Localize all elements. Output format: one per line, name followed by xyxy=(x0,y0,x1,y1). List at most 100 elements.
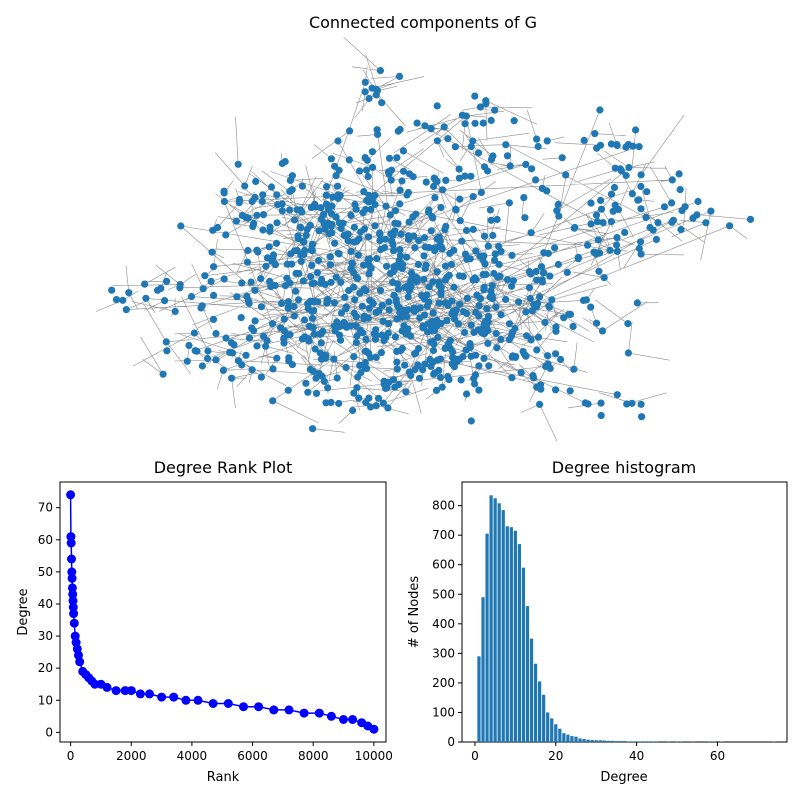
network-node xyxy=(122,306,130,314)
network-node xyxy=(395,303,403,311)
network-node xyxy=(434,333,442,341)
network-node xyxy=(210,291,218,299)
network-node xyxy=(316,349,324,357)
network-node xyxy=(283,274,291,282)
network-node xyxy=(233,293,241,301)
network-node xyxy=(302,231,310,239)
network-node xyxy=(652,235,661,243)
network-node xyxy=(407,371,415,379)
network-node xyxy=(429,278,437,286)
network-node xyxy=(384,320,393,328)
rank-xlabel: Rank xyxy=(207,770,240,785)
network-node xyxy=(373,254,381,263)
network-node xyxy=(220,187,228,195)
network-node xyxy=(471,119,479,127)
network-node xyxy=(290,302,298,311)
network-node xyxy=(562,171,570,179)
network-node xyxy=(534,142,542,151)
network-node xyxy=(337,309,346,317)
hist-bar xyxy=(614,741,619,742)
network-node xyxy=(533,346,541,354)
network-node xyxy=(474,149,483,157)
rank-point xyxy=(111,686,121,696)
network-node xyxy=(203,354,212,363)
network-node xyxy=(642,213,650,221)
network-node xyxy=(694,197,702,206)
network-node xyxy=(280,327,289,335)
network-node xyxy=(208,248,216,256)
rank-point xyxy=(67,583,77,593)
network-node xyxy=(322,219,330,228)
network-node xyxy=(396,186,404,194)
network-node xyxy=(376,229,384,237)
network-node xyxy=(294,296,303,304)
network-node xyxy=(296,224,305,232)
network-node xyxy=(434,356,442,364)
network-node xyxy=(378,331,386,339)
network-node xyxy=(280,334,288,342)
network-node xyxy=(625,164,633,172)
network-node xyxy=(171,307,179,315)
network-node xyxy=(607,140,616,148)
network-node xyxy=(497,335,505,344)
network-node xyxy=(406,277,415,285)
hist-xtick-label: 0 xyxy=(471,749,479,763)
network-node xyxy=(425,283,433,291)
rank-point xyxy=(314,708,324,718)
network-node xyxy=(419,366,427,374)
network-node xyxy=(266,277,274,285)
network-node xyxy=(361,358,369,367)
hist-bar xyxy=(578,738,582,742)
network-node xyxy=(367,205,375,213)
network-node xyxy=(259,211,268,219)
network-node xyxy=(507,332,516,340)
network-node xyxy=(344,230,352,238)
network-node xyxy=(364,233,373,241)
network-node xyxy=(570,365,578,373)
network-node xyxy=(410,307,418,316)
network-node xyxy=(502,141,510,149)
network-node xyxy=(654,219,662,227)
network-node xyxy=(278,159,286,168)
network-node xyxy=(357,368,365,377)
network-node xyxy=(622,143,630,151)
network-node xyxy=(522,352,530,360)
network-node xyxy=(327,398,335,406)
network-node xyxy=(471,380,479,388)
network-node xyxy=(393,365,401,373)
rank-point xyxy=(66,532,76,542)
network-node xyxy=(502,295,510,303)
network-node xyxy=(593,218,602,226)
hist-bar xyxy=(509,527,513,742)
hist-bar xyxy=(525,606,530,742)
network-node xyxy=(422,261,430,269)
network-node xyxy=(392,207,400,215)
network-node xyxy=(570,224,578,232)
network-node xyxy=(251,286,259,294)
network-node xyxy=(420,275,428,283)
network-node xyxy=(268,320,277,328)
network-node xyxy=(463,390,471,398)
network-node xyxy=(420,252,428,260)
network-node xyxy=(505,320,513,328)
network-node xyxy=(613,247,621,255)
network-node xyxy=(493,344,501,352)
network-node xyxy=(420,234,429,242)
network-node xyxy=(361,78,369,86)
network-node xyxy=(637,171,645,179)
network-node xyxy=(558,154,566,162)
network-node xyxy=(436,237,444,245)
network-node xyxy=(305,337,313,345)
network-node xyxy=(204,347,212,355)
network-node xyxy=(251,193,259,201)
network-node xyxy=(222,334,230,342)
network-node xyxy=(307,273,315,281)
network-node xyxy=(467,417,475,425)
network-node xyxy=(220,197,228,206)
network-node xyxy=(385,154,394,162)
network-node xyxy=(396,252,404,260)
hist-bar xyxy=(582,739,586,742)
network-node xyxy=(543,187,551,195)
hist-bar xyxy=(529,638,534,742)
network-node xyxy=(451,143,459,151)
